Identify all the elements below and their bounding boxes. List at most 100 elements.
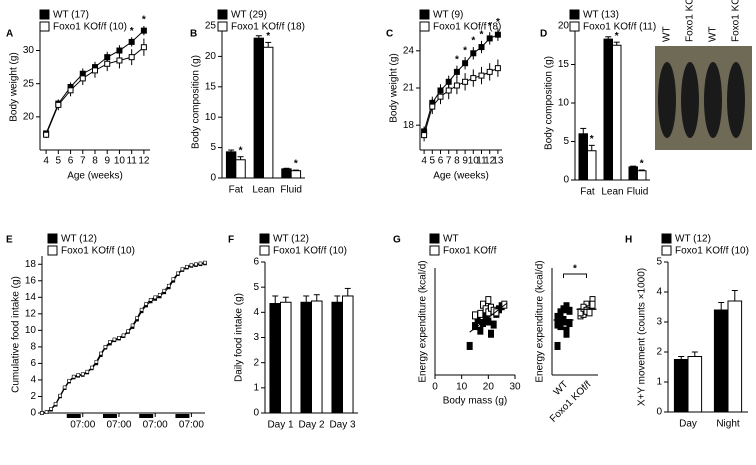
data-point <box>80 372 85 376</box>
y-tick-label: 15 <box>205 81 217 92</box>
mouse <box>727 62 745 138</box>
x-tick-label: 4 <box>43 156 49 167</box>
data-point <box>44 410 49 414</box>
data-point <box>171 277 176 281</box>
significance-marker: * <box>615 31 619 42</box>
y-tick-label: 6 <box>30 358 36 369</box>
data-point <box>493 308 500 317</box>
legend-swatch <box>259 245 270 256</box>
y-tick-label: 10 <box>558 98 570 109</box>
significance-marker: * <box>239 145 243 156</box>
x-tick-label: 7 <box>80 156 86 167</box>
y-axis-label: Energy expenditure (kcal/d) <box>418 260 429 382</box>
data-point <box>85 369 90 374</box>
y-axis-label: Cumulative food intake (g) <box>11 276 22 393</box>
significance-marker: * <box>266 31 270 42</box>
data-point <box>185 264 189 269</box>
data-point <box>180 267 185 272</box>
x-tick-label: Day 3 <box>329 420 356 431</box>
data-point <box>94 359 99 364</box>
significance-marker: * <box>294 159 298 170</box>
bar <box>235 159 246 179</box>
legend-swatch <box>39 21 50 32</box>
y-tick-label: 2 <box>656 347 662 358</box>
x-tick-label: 9 <box>462 156 468 167</box>
legend-label: WT (12) <box>675 234 711 245</box>
data-point <box>58 393 62 398</box>
legend-label: WT (29) <box>231 10 267 21</box>
x-tick-label: 12 <box>484 156 496 167</box>
y-tick-label: 15 <box>558 59 570 70</box>
data-point <box>554 341 561 350</box>
panel-letter: F <box>228 235 234 246</box>
data-point <box>560 317 567 326</box>
legend-swatch <box>661 233 672 244</box>
x-tick-label: 6 <box>68 156 74 167</box>
data-point <box>194 262 198 267</box>
bar <box>311 300 323 414</box>
x-tick-label: 11 <box>126 156 137 167</box>
data-point <box>563 302 570 311</box>
bar <box>603 38 613 181</box>
data-point <box>157 293 162 297</box>
y-tick-label: 5 <box>210 142 216 153</box>
x-tick-label: 07:00 <box>143 420 168 431</box>
photo-label: Foxo1 KOf/f <box>685 0 696 42</box>
data-point <box>67 378 71 383</box>
significance-marker: * <box>480 30 484 41</box>
legend-swatch <box>217 9 228 20</box>
y-tick-label: 25 <box>205 21 217 32</box>
legend-label: WT (9) <box>433 10 463 21</box>
y-tick-label: 14 <box>25 292 37 303</box>
bar <box>637 170 647 181</box>
y-tick-label: 4 <box>253 307 259 318</box>
legend-swatch <box>429 245 440 256</box>
panel-letter: B <box>190 29 197 40</box>
y-tick-label: 10 <box>205 112 217 123</box>
data-point <box>453 82 460 89</box>
data-point <box>466 341 473 350</box>
significance-marker: * <box>463 46 467 57</box>
data-point <box>148 297 153 302</box>
data-point <box>494 31 501 38</box>
data-point <box>99 351 103 356</box>
y-axis-label: Energy expenditure (kcal/d) <box>535 260 546 382</box>
y-axis-label: Body composition (g) <box>544 56 555 150</box>
x-tick-label: 30 <box>509 382 521 393</box>
y-tick-label: 3 <box>253 332 259 343</box>
y-tick-label: 20 <box>23 111 35 122</box>
legend-swatch <box>217 21 228 32</box>
y-tick-label: 0 <box>30 408 36 419</box>
x-tick-label: Day 1 <box>267 420 294 431</box>
significance-marker: * <box>573 264 577 275</box>
series-line <box>41 262 206 414</box>
y-tick-label: 20 <box>205 51 217 62</box>
y-tick-label: 10 <box>25 325 37 336</box>
significance-marker: * <box>496 17 500 28</box>
x-tick-label: 8 <box>92 156 98 167</box>
data-point <box>62 385 67 390</box>
legend-label: Foxo1 KOf/f (10) <box>273 246 347 257</box>
data-point <box>53 402 58 406</box>
significance-marker: * <box>471 36 475 47</box>
x-tick-label: 07:00 <box>106 420 131 431</box>
photo-label: Foxo1 KOf/f <box>731 0 742 42</box>
dark-period <box>139 414 154 418</box>
data-point <box>494 65 501 72</box>
series-line <box>423 67 499 136</box>
legend-label: Foxo1 KOf/f (10) <box>53 22 127 33</box>
data-point <box>116 57 123 64</box>
legend-label: Foxo1 KOf/f (8) <box>433 22 501 33</box>
panel-letter: H <box>625 235 632 246</box>
x-tick-label: Night <box>716 419 740 430</box>
x-tick-label: Fluid <box>280 185 302 196</box>
data-point <box>478 72 485 79</box>
data-point <box>126 329 130 333</box>
bar <box>628 166 638 181</box>
bar <box>342 295 354 414</box>
y-tick-label: 12 <box>25 308 37 319</box>
data-point <box>55 101 62 108</box>
legend-swatch <box>419 9 430 20</box>
legend-swatch <box>569 21 580 32</box>
x-tick-label: Fat <box>580 187 595 198</box>
